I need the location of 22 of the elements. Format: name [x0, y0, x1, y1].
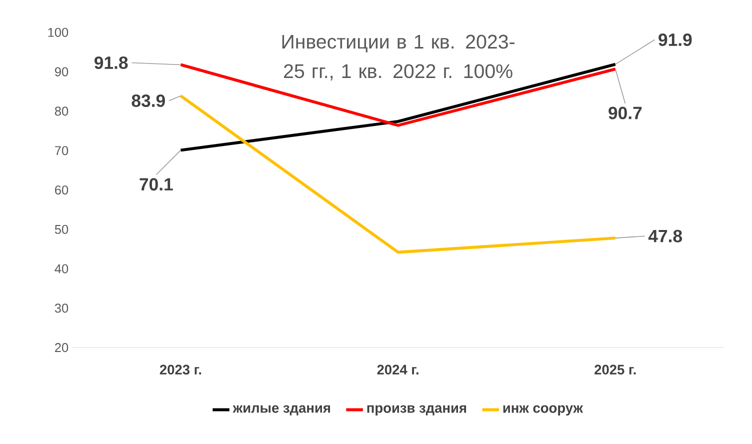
y-tick-label: 60 [55, 186, 68, 195]
data-label: 91.9 [658, 34, 692, 46]
y-tick-label: 80 [54, 106, 68, 116]
data-label: 47.8 [648, 230, 682, 242]
y-tick-label: 90 [54, 67, 68, 76]
legend-label: произв здания [367, 405, 466, 416]
y-tick-label: 70 [55, 146, 68, 156]
legend-label: жилые здания [232, 405, 330, 416]
data-label: 91.8 [94, 56, 128, 70]
x-tick-label: 2024 г. [377, 364, 418, 375]
data-label: 70.1 [140, 178, 173, 191]
data-label: 90.7 [608, 106, 642, 120]
text: Инвестиции в 1 кв. 2023-25 гг., 1 кв. 2022 г. 100% [282, 34, 514, 81]
y-tick-label: 20 [55, 343, 68, 352]
x-tick-label: 2023 г. [160, 364, 202, 375]
data-label: 83.9 [132, 94, 165, 108]
y-tick-label: 50 [54, 224, 68, 234]
y-tick-label: 100 [48, 28, 68, 38]
x-tick-label: 2025 г. [594, 364, 636, 375]
y-tick-label: 30 [54, 304, 68, 313]
legend-label: инж сооруж [503, 405, 584, 416]
y-tick-label: 40 [54, 264, 68, 274]
